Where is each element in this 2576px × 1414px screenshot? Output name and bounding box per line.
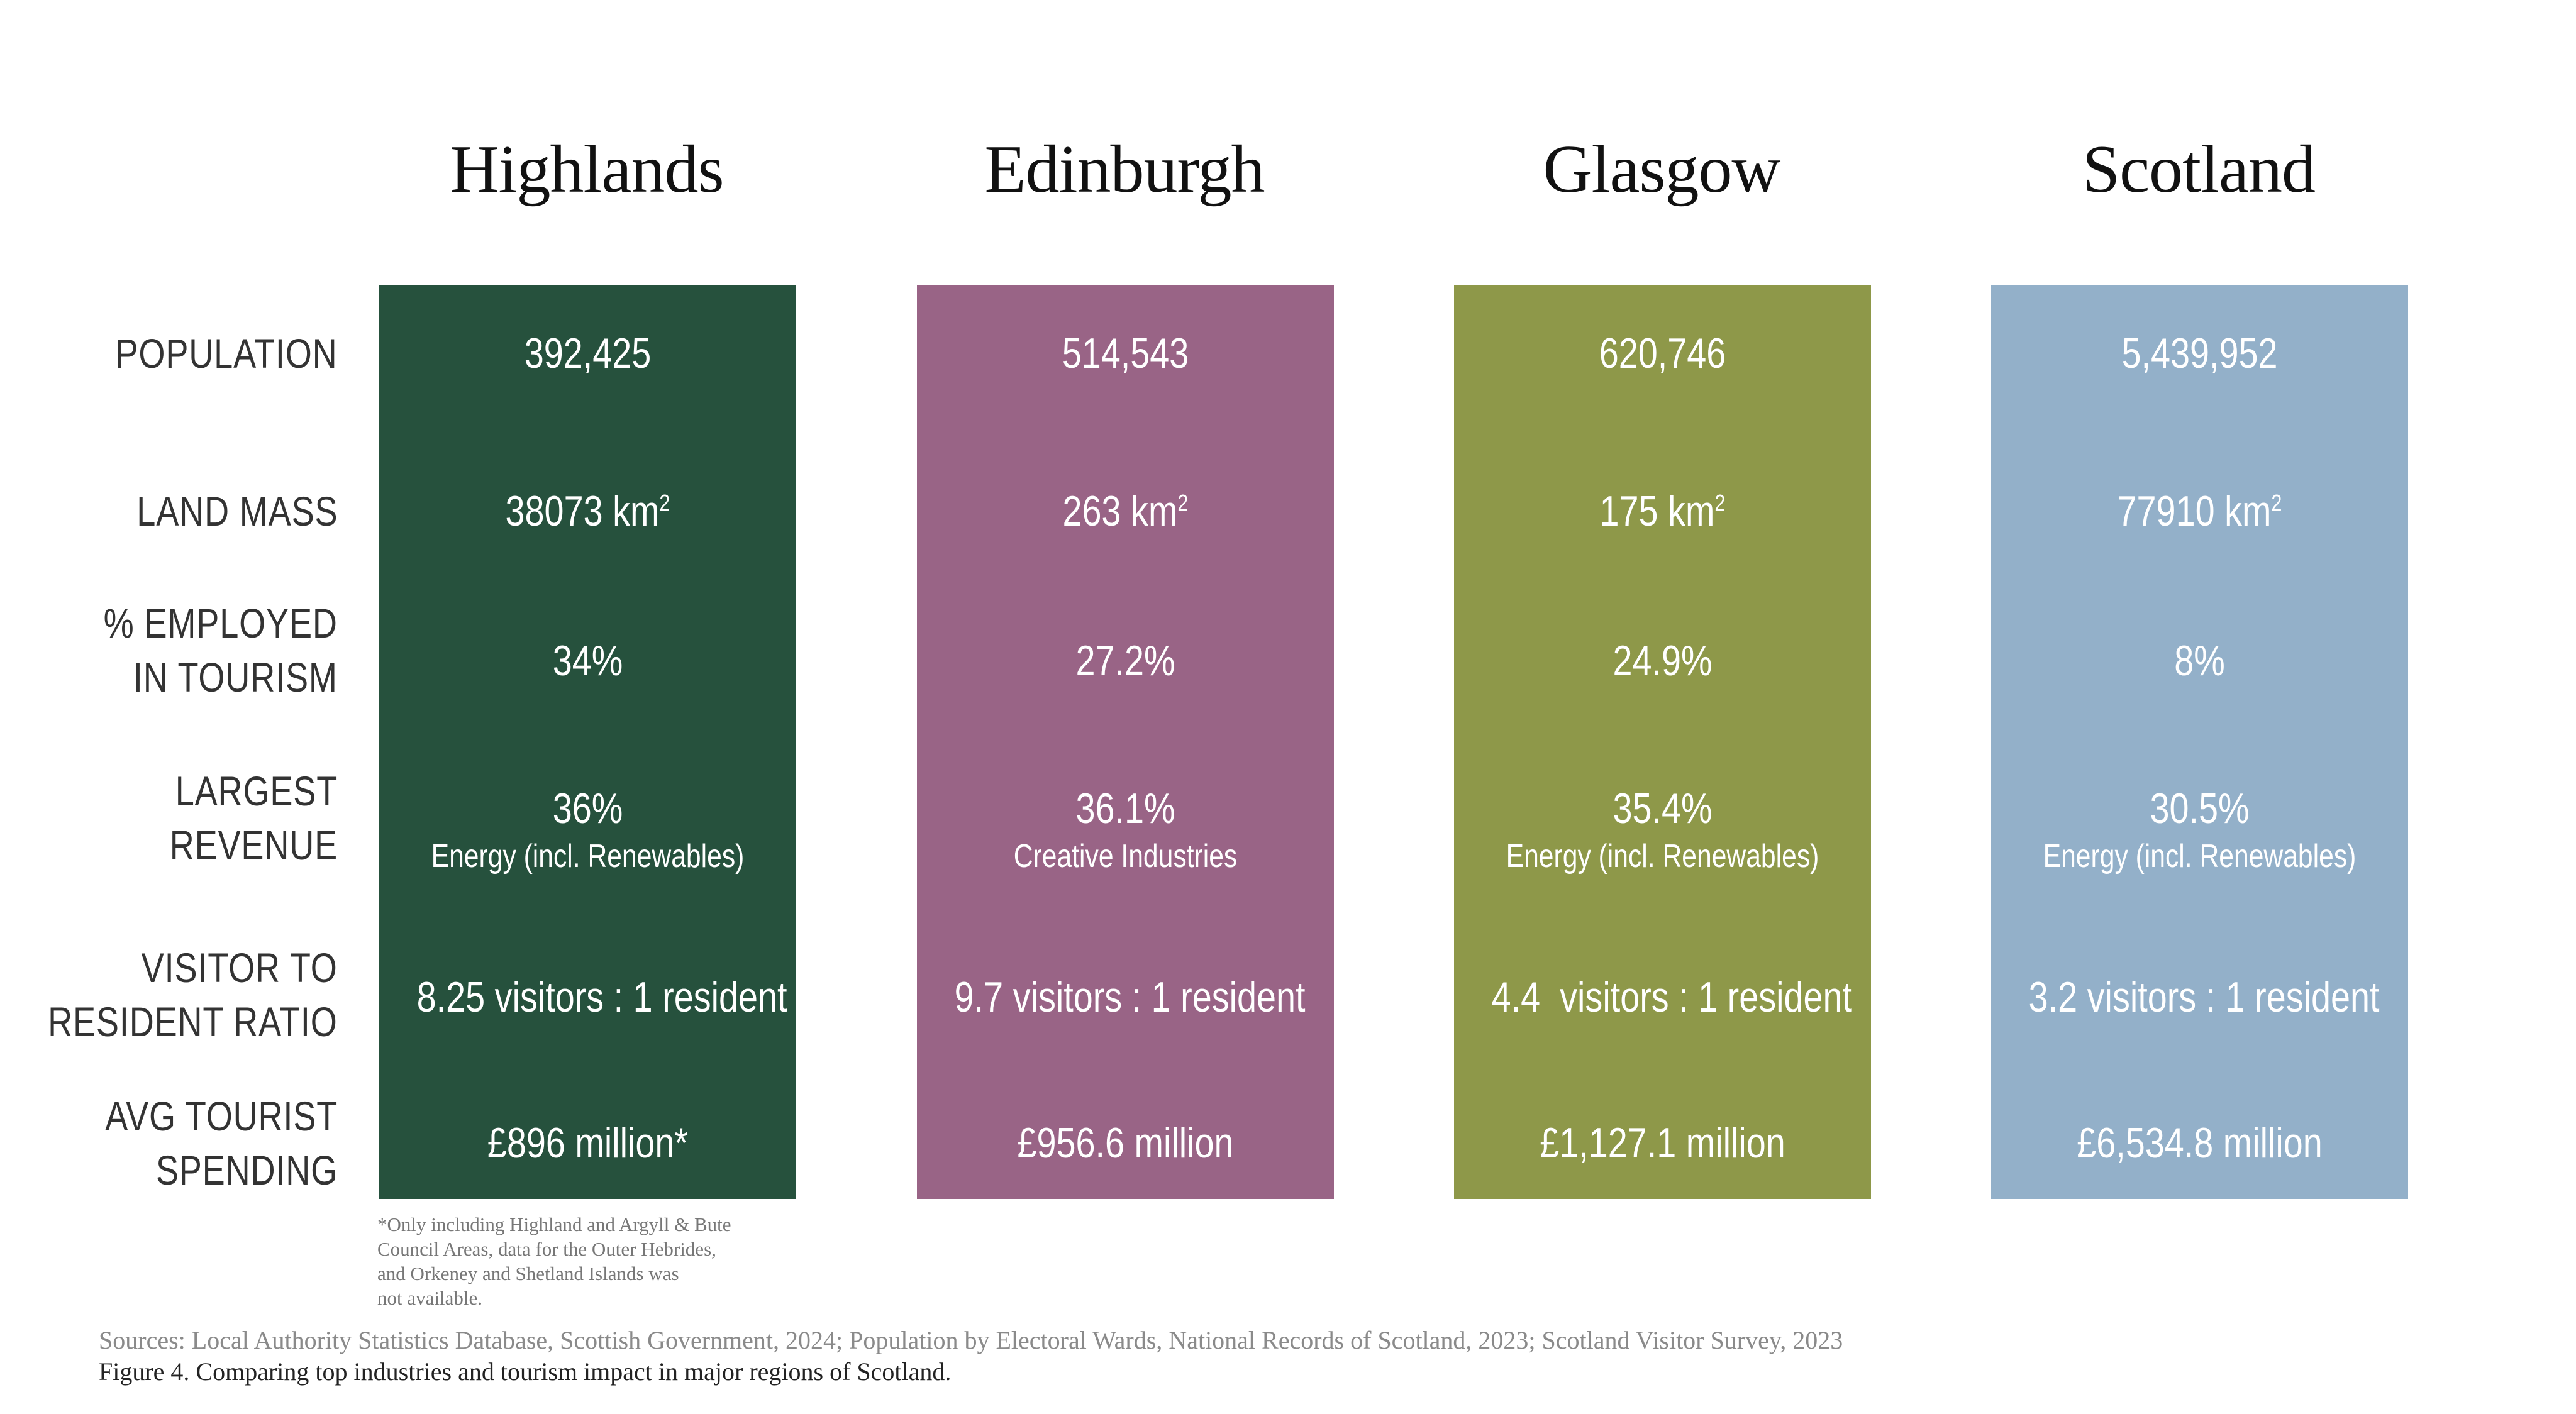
- population-value: 514,543: [1062, 329, 1189, 377]
- region-title-highlands: Highlands: [450, 132, 724, 207]
- largest-revenue-value: 30.5% Energy (incl. Renewables): [1991, 783, 2408, 876]
- land-mass-value: 77910 km2: [2117, 487, 2282, 535]
- region-title-glasgow: Glasgow: [1543, 132, 1781, 207]
- tourist-spending-value: £6,534.8 million: [2077, 1119, 2323, 1167]
- row-label-land-mass: LAND MASS: [136, 488, 338, 534]
- employed-tourism-value: 27.2%: [1075, 637, 1175, 685]
- land-mass-value: 263 km2: [1062, 487, 1189, 535]
- largest-revenue-industry: Energy (incl. Renewables): [1506, 838, 1819, 875]
- row-label-largest-revenue: LARGEST REVENUE: [169, 768, 338, 868]
- region-column-highlands: 392,425 38073 km2 34% 36% Energy (incl. R…: [379, 285, 796, 1199]
- figure-caption: Figure 4. Comparing top industries and t…: [99, 1357, 951, 1387]
- row-label-employed-tourism: % EMPLOYED IN TOURISM: [103, 600, 338, 700]
- sources-text: Sources: Local Authority Statistics Data…: [99, 1326, 1843, 1354]
- visitor-ratio-value: 3.2 visitors : 1 resident: [2028, 973, 2380, 1021]
- row-label-tourist-spending: AVG TOURIST SPENDING: [105, 1093, 338, 1193]
- figure-caption-text: Comparing top industries and tourism imp…: [189, 1357, 952, 1386]
- tourist-spending-value: £896 million*: [487, 1119, 689, 1167]
- population-value: 5,439,952: [2121, 329, 2278, 377]
- largest-revenue-value: 36% Energy (incl. Renewables): [379, 783, 796, 876]
- largest-revenue-value: 35.4% Energy (incl. Renewables): [1454, 783, 1871, 876]
- region-title-edinburgh: Edinburgh: [984, 132, 1265, 207]
- tourist-spending-value: £1,127.1 million: [1540, 1119, 1785, 1167]
- largest-revenue-value: 36.1% Creative Industries: [917, 783, 1334, 876]
- region-title-scotland: Scotland: [2082, 132, 2316, 207]
- population-value: 620,746: [1599, 329, 1726, 377]
- largest-revenue-industry: Creative Industries: [1013, 838, 1238, 875]
- land-mass-value: 38073 km2: [505, 487, 670, 535]
- figure-label: Figure 4.: [99, 1357, 190, 1386]
- largest-revenue-industry: Energy (incl. Renewables): [2043, 838, 2357, 875]
- region-column-edinburgh: 514,543 263 km2 27.2% 36.1% Creative Indu…: [917, 285, 1334, 1199]
- employed-tourism-value: 24.9%: [1613, 637, 1713, 685]
- employed-tourism-value: 8%: [2174, 637, 2225, 685]
- visitor-ratio-value: 9.7 visitors : 1 resident: [954, 973, 1306, 1021]
- employed-tourism-value: 34%: [552, 637, 623, 685]
- population-value: 392,425: [524, 329, 652, 377]
- footnote: *Only including Highland and Argyll & Bu…: [377, 1213, 731, 1309]
- largest-revenue-industry: Energy (incl. Renewables): [431, 838, 745, 875]
- tourist-spending-value: £956.6 million: [1017, 1119, 1234, 1167]
- row-label-population: POPULATION: [115, 330, 338, 377]
- visitor-ratio-value: 4.4 visitors : 1 resident: [1491, 973, 1853, 1021]
- region-column-glasgow: 620,746 175 km2 24.9% 35.4% Energy (incl.…: [1454, 285, 1871, 1199]
- land-mass-value: 175 km2: [1599, 487, 1726, 535]
- region-column-scotland: 5,439,952 77910 km2 8% 30.5% Energy (incl…: [1991, 285, 2408, 1199]
- visitor-ratio-value: 8.25 visitors : 1 resident: [416, 973, 787, 1021]
- row-label-visitor-ratio: VISITOR TO RESIDENT RATIO: [48, 944, 338, 1045]
